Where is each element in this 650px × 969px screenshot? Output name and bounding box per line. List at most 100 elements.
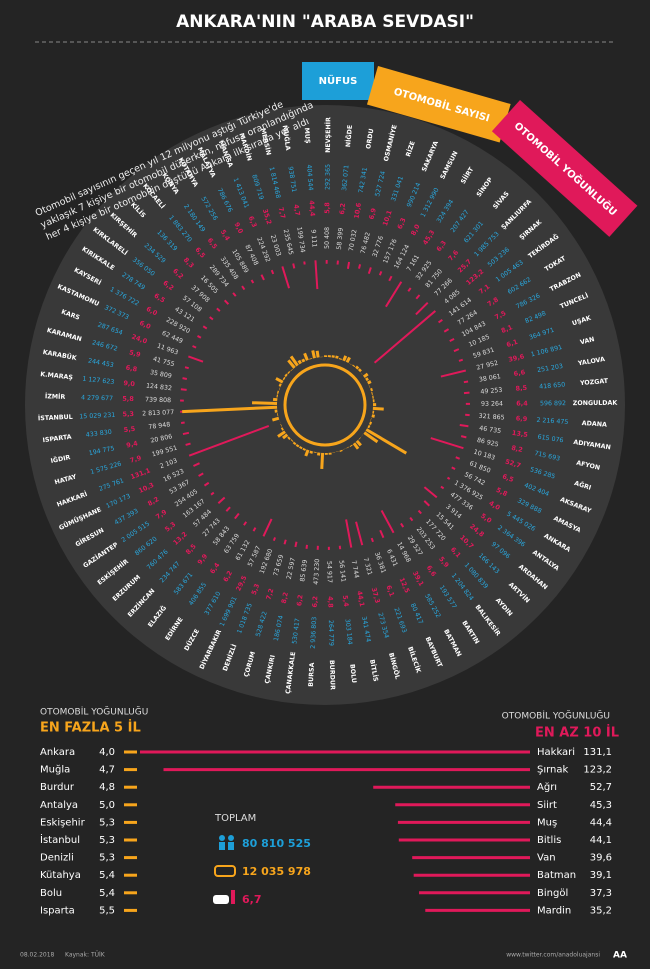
value: 4,7: [99, 765, 115, 776]
density-bar: [459, 424, 469, 428]
province: Ankara: [40, 747, 75, 758]
title: ANKARA'NIN "ARABA SEVDASI": [176, 12, 474, 32]
cars-bar: [335, 355, 339, 359]
province: Kütahya: [40, 870, 81, 881]
density-label: 9,4: [126, 439, 139, 449]
car-icon: [214, 865, 236, 877]
population-label: 341 474: [360, 616, 372, 643]
density-label: 8,5: [515, 384, 528, 393]
density-bar: [180, 388, 187, 391]
total-cars: 12 035 978: [242, 865, 311, 878]
cars-bar: [355, 365, 360, 370]
density-bar: [379, 529, 385, 539]
density-bar: [345, 519, 353, 548]
density-label: 9,0: [123, 379, 136, 388]
density-bar: [250, 279, 255, 284]
density-bar: [260, 274, 265, 281]
center-ring: [283, 363, 367, 447]
density-bar: [440, 485, 445, 490]
total-title: TOPLAM: [214, 813, 256, 824]
province-name: BURSA: [308, 662, 316, 687]
cars-label: 93 264: [481, 401, 503, 408]
province: Burdur: [40, 782, 75, 793]
province-name: MUŞ: [303, 127, 311, 144]
caption: OTOMOBİL YOĞUNLUĞU: [40, 706, 148, 718]
cars-label: 739 808: [145, 396, 171, 404]
cars-bar: [315, 350, 320, 358]
cars-bar: [365, 377, 369, 382]
density-bar: [232, 292, 237, 297]
cars-label: 473 230: [313, 559, 321, 585]
province-name: ISPARTA: [42, 434, 72, 445]
province: Batman: [537, 870, 576, 881]
cars-bar: [355, 439, 362, 447]
value: 5,3: [99, 817, 115, 828]
density-bar: [388, 275, 393, 282]
density-bar: [314, 260, 319, 290]
value: 5,3: [99, 853, 115, 864]
population-label: 4 279 677: [81, 394, 113, 402]
density-bar: [225, 506, 231, 512]
cars-bar: [289, 355, 299, 367]
cars-bar: [297, 359, 302, 365]
value: 52,7: [590, 782, 612, 793]
density-bar: [449, 338, 455, 343]
cars-label: 7 321: [362, 557, 373, 576]
density-bar: [182, 377, 188, 380]
population-label: 404 544: [305, 164, 314, 190]
cars-label: 46 735: [479, 425, 502, 435]
province-name: NİĞDE: [343, 125, 354, 148]
population-label: 1 127 623: [82, 376, 115, 386]
cars-bar: [299, 446, 303, 450]
value: 35,2: [590, 905, 612, 916]
density-bar: [202, 325, 208, 330]
density-bar: [358, 264, 362, 269]
cars-label: 2 813 077: [142, 409, 174, 417]
cars-label: 49 253: [480, 387, 503, 396]
density-bar: [192, 345, 197, 349]
province: Bitlis: [537, 835, 561, 846]
twitter: www.twitter.com/anadoluajansi: [506, 952, 600, 959]
density-label: 5,3: [122, 410, 134, 419]
density-label: 7,2: [265, 588, 276, 601]
cars-bar: [304, 449, 310, 457]
density-bar: [460, 435, 467, 439]
population-label: 251 203: [537, 363, 564, 374]
province: Bingöl: [537, 888, 568, 899]
density-bar: [270, 269, 275, 275]
density-bar: [234, 512, 240, 520]
density-bar: [415, 301, 429, 316]
province: Bolu: [40, 888, 62, 899]
density-label: 37,3: [370, 587, 382, 605]
density-bar: [198, 472, 204, 477]
province-name: İZMİR: [45, 391, 66, 401]
cars-bar: [284, 373, 288, 378]
tab-label: NÜFUS: [319, 73, 358, 87]
value: 45,3: [590, 800, 612, 811]
list-title: EN FAZLA 5 İL: [40, 720, 141, 736]
density-bar: [203, 481, 210, 487]
province-name: BURDUR: [328, 660, 336, 690]
cars-bar: [290, 439, 294, 442]
density-bar: [292, 263, 296, 269]
cars-bar: [370, 387, 373, 392]
density-bar: [272, 537, 276, 542]
density-bar: [346, 261, 351, 269]
density-bar: [185, 442, 191, 446]
density-bar: [440, 369, 467, 378]
density-bar: [437, 318, 443, 324]
people-icon: [219, 835, 234, 850]
density-bar: [210, 491, 215, 496]
population-label: 303 184: [343, 618, 353, 645]
cars-label: 70 032: [348, 229, 359, 252]
density-bar: [378, 271, 383, 276]
value: 131,1: [583, 747, 612, 758]
cars-bar: [345, 356, 351, 364]
value: 39,1: [590, 870, 612, 881]
cars-bar: [278, 383, 282, 387]
caption: OTOMOBİL YOĞUNLUĞU: [502, 710, 610, 722]
density-bar: [453, 348, 460, 353]
population-label: 418 650: [539, 381, 566, 390]
density-label: 5,9: [128, 348, 142, 359]
logo: AA: [613, 951, 627, 961]
